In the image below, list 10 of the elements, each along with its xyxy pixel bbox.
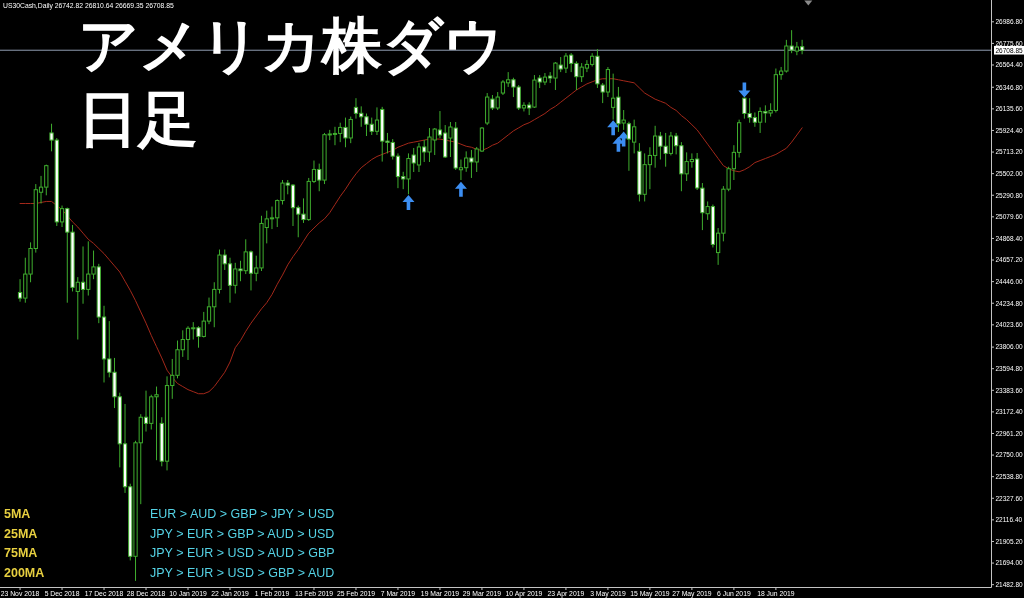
annotation: JPY > EUR > USD > AUD > GBP: [150, 546, 335, 561]
annotation: EUR > AUD > GBP > JPY > USD: [150, 507, 335, 521]
title: アメリカ株ダウ: [78, 12, 504, 79]
annotation: 75MA: [4, 546, 38, 561]
annotation: 200MA: [4, 566, 45, 581]
subtitle: 日足: [78, 86, 198, 153]
annotation: 25MA: [4, 526, 38, 541]
annotation: JPY > EUR > USD > GBP > AUD: [150, 566, 335, 581]
annotation: JPY > EUR > GBP > AUD > USD: [150, 526, 335, 541]
annotation: 5MA: [4, 507, 31, 521]
